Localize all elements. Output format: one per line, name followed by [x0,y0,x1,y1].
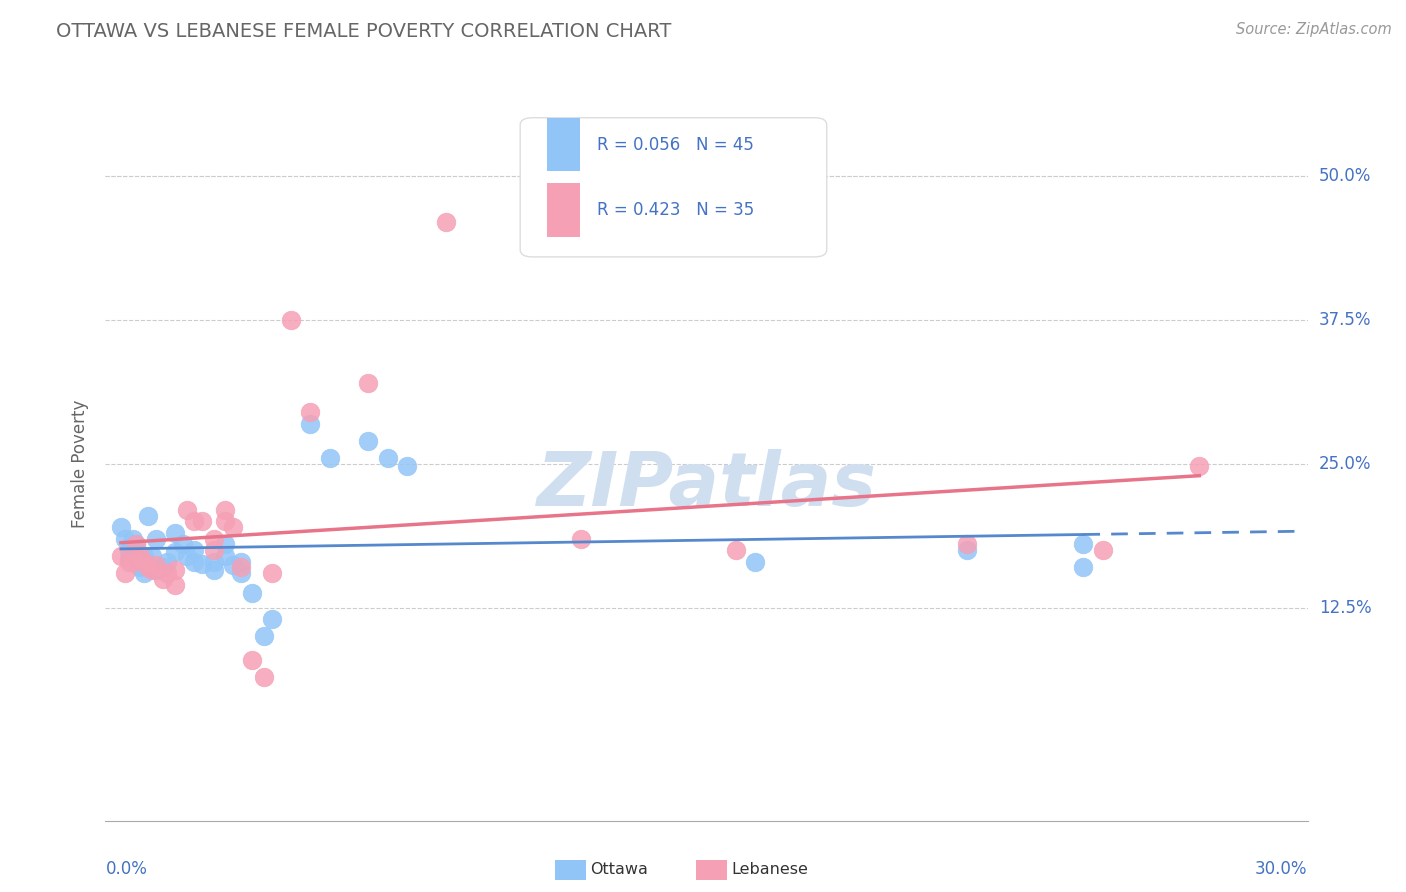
Point [163,545,186,559]
Point [129,549,152,563]
Text: 25.0%: 25.0% [1319,455,1371,473]
Text: 12.5%: 12.5% [1319,599,1371,616]
Point [125,537,148,551]
Point [152,560,174,574]
Point [141,549,163,563]
Point [125,537,148,551]
Text: OTTAWA VS LEBANESE FEMALE POVERTY CORRELATION CHART: OTTAWA VS LEBANESE FEMALE POVERTY CORREL… [56,22,672,41]
Point [117,551,139,566]
Text: R = 0.423   N = 35: R = 0.423 N = 35 [598,202,755,219]
Y-axis label: Female Poverty: Female Poverty [72,400,90,528]
Point [253,630,276,644]
Point [240,586,263,600]
Point [395,459,418,474]
Point [280,313,302,327]
Point [229,566,252,581]
Point [183,555,205,569]
Point [202,532,225,546]
Point [114,566,136,581]
Point [357,376,380,391]
Point [110,520,132,534]
Point [1073,560,1095,574]
Point [1073,537,1095,551]
Point [1188,459,1211,474]
Text: 37.5%: 37.5% [1319,311,1371,329]
Point [318,451,340,466]
Point [229,560,252,574]
Point [152,572,174,586]
Point [956,543,979,558]
Point [176,503,198,517]
Point [214,503,236,517]
Point [114,532,136,546]
Point [260,566,283,581]
Point [132,555,155,569]
Point [202,543,225,558]
FancyBboxPatch shape [547,118,581,171]
Point [434,215,457,229]
Point [176,549,198,563]
Point [299,405,322,419]
Text: Source: ZipAtlas.com: Source: ZipAtlas.com [1236,22,1392,37]
Point [136,560,159,574]
Point [299,417,322,431]
Text: Ottawa: Ottawa [591,863,648,877]
Point [117,555,139,569]
Text: R = 0.056   N = 45: R = 0.056 N = 45 [598,136,754,153]
Text: 0.0%: 0.0% [105,860,148,878]
Point [172,537,194,551]
Point [163,563,186,577]
Point [141,563,163,577]
Point [240,652,263,666]
FancyBboxPatch shape [520,118,827,257]
Point [724,543,747,558]
Point [145,558,167,573]
Point [956,537,979,551]
Point [253,670,276,684]
Point [202,563,225,577]
Point [163,525,186,540]
Point [183,515,205,529]
Point [744,555,766,569]
Text: 50.0%: 50.0% [1319,167,1371,186]
Point [129,560,152,574]
Point [136,558,159,573]
Point [125,545,148,559]
Point [163,577,186,591]
Point [260,612,283,626]
Point [214,549,236,563]
Point [110,549,132,563]
Point [183,543,205,558]
Point [121,540,143,554]
Point [569,532,592,546]
Point [156,566,179,581]
Point [129,555,152,569]
Point [136,508,159,523]
Text: 30.0%: 30.0% [1256,860,1308,878]
Point [191,515,214,529]
Point [202,555,225,569]
Point [222,520,245,534]
Point [357,434,380,448]
Point [156,555,179,569]
Point [222,558,245,573]
Point [132,549,155,563]
Point [1091,543,1114,558]
Point [145,532,167,546]
Point [117,543,139,558]
Point [121,532,143,546]
Point [121,555,143,569]
Point [132,566,155,581]
Point [214,515,236,529]
Point [377,451,399,466]
Text: ZIPatlas: ZIPatlas [537,449,876,522]
Point [191,557,214,571]
Text: Lebanese: Lebanese [731,863,808,877]
FancyBboxPatch shape [547,184,581,237]
Point [229,555,252,569]
Point [145,563,167,577]
Point [214,537,236,551]
